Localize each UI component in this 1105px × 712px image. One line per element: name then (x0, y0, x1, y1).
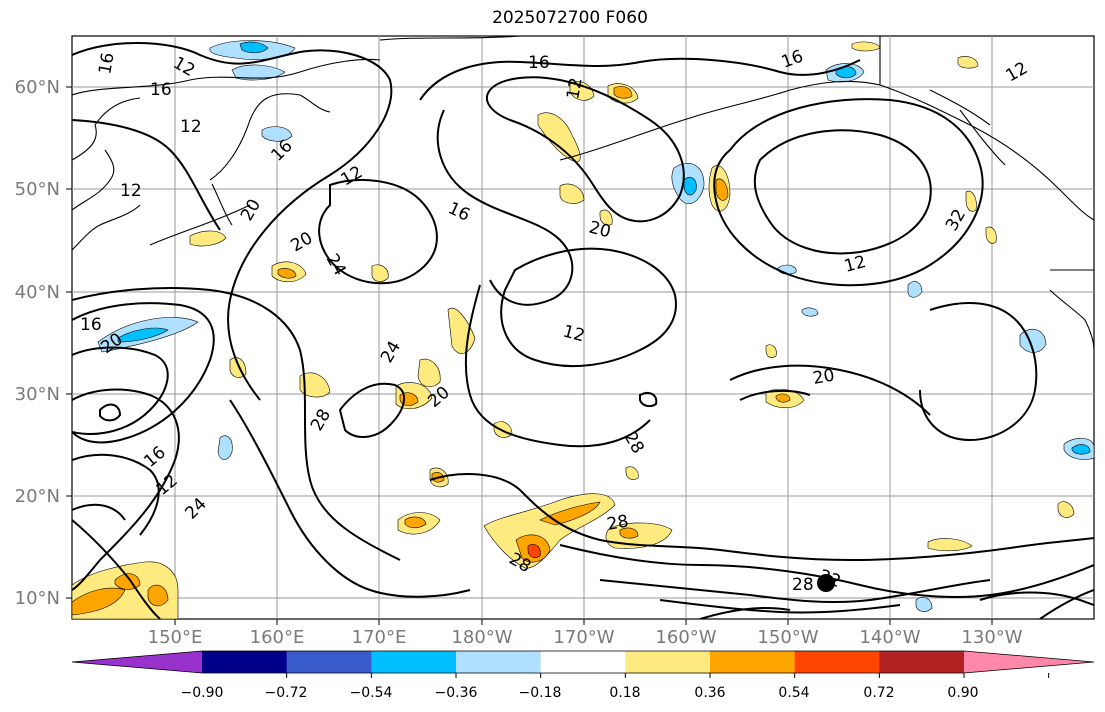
contour-label: 28 (605, 511, 630, 534)
colorbar-extend-low (72, 651, 202, 673)
colorbar-segment (286, 651, 372, 673)
lat-label: 30°N (15, 384, 60, 405)
colorbar-segments (71, 650, 1095, 674)
colorbar-label: 0.18 (609, 685, 640, 701)
lon-label: 130°W (961, 627, 1022, 648)
contour-label: 16 (95, 51, 118, 76)
colorbar-extend-high (964, 651, 1094, 673)
lon-label: 160°E (250, 627, 305, 648)
lon-labels: 150°E 160°E 170°E 180°W 170°W 160°W 150°… (148, 627, 1023, 648)
colorbar-ticks (286, 673, 1050, 678)
tick-marks (66, 86, 993, 625)
colorbar-label: −0.72 (265, 685, 308, 701)
lat-label: 40°N (15, 282, 60, 303)
contour-label: 12 (563, 76, 586, 101)
map-title: 2025072700 F060 (492, 8, 648, 28)
colorbar-segment (202, 651, 288, 673)
contour-label: 12 (120, 181, 142, 201)
colorbar-segment (371, 651, 457, 673)
colorbar-label: 0.90 (947, 685, 978, 701)
colorbar-label: −0.18 (519, 685, 562, 701)
contour-label: 16 (80, 315, 102, 335)
lat-label: 20°N (15, 486, 60, 507)
contour-label: 12 (180, 117, 202, 137)
storm-marker (817, 574, 835, 592)
colorbar-segment (879, 651, 965, 673)
colorbar-label: −0.54 (350, 685, 393, 701)
colorbar-segment (625, 651, 711, 673)
colorbar-label: −0.90 (181, 685, 224, 701)
colorbar-segment (456, 651, 542, 673)
colorbar-segment (540, 651, 626, 673)
lat-label: 50°N (15, 179, 60, 200)
lon-label: 180°W (451, 627, 512, 648)
coastlines (72, 36, 1094, 351)
colorbar-segment (710, 651, 796, 673)
lon-label: 150°W (757, 627, 818, 648)
lat-labels: 60°N 50°N 40°N 30°N 20°N 10°N (15, 77, 60, 609)
colorbar-label: 0.54 (778, 685, 809, 701)
colorbar-labels: −0.90 −0.72 −0.54 −0.36 −0.18 0.18 0.36 … (181, 685, 979, 701)
contour-label: 16 (528, 53, 550, 73)
lat-label: 10°N (15, 588, 60, 609)
lon-label: 150°E (148, 627, 203, 648)
colorbar: −0.90 −0.72 −0.54 −0.36 −0.18 0.18 0.36 … (71, 650, 1095, 701)
lon-label: 140°W (859, 627, 920, 648)
colorbar-outline (71, 650, 1095, 674)
lon-label: 160°W (655, 627, 716, 648)
colorbar-label: 0.72 (863, 685, 894, 701)
contour-label: 28 (792, 575, 814, 595)
contours (72, 42, 1094, 619)
contour-label: 20 (811, 365, 836, 388)
colorbar-label: 0.36 (694, 685, 725, 701)
colorbar-segment (794, 651, 880, 673)
lon-label: 170°W (553, 627, 614, 648)
shaded-patches (72, 40, 1094, 619)
contour-label: 16 (150, 80, 172, 100)
lon-label: 170°E (352, 627, 407, 648)
colorbar-label: −0.36 (435, 685, 478, 701)
lat-label: 60°N (15, 77, 60, 98)
